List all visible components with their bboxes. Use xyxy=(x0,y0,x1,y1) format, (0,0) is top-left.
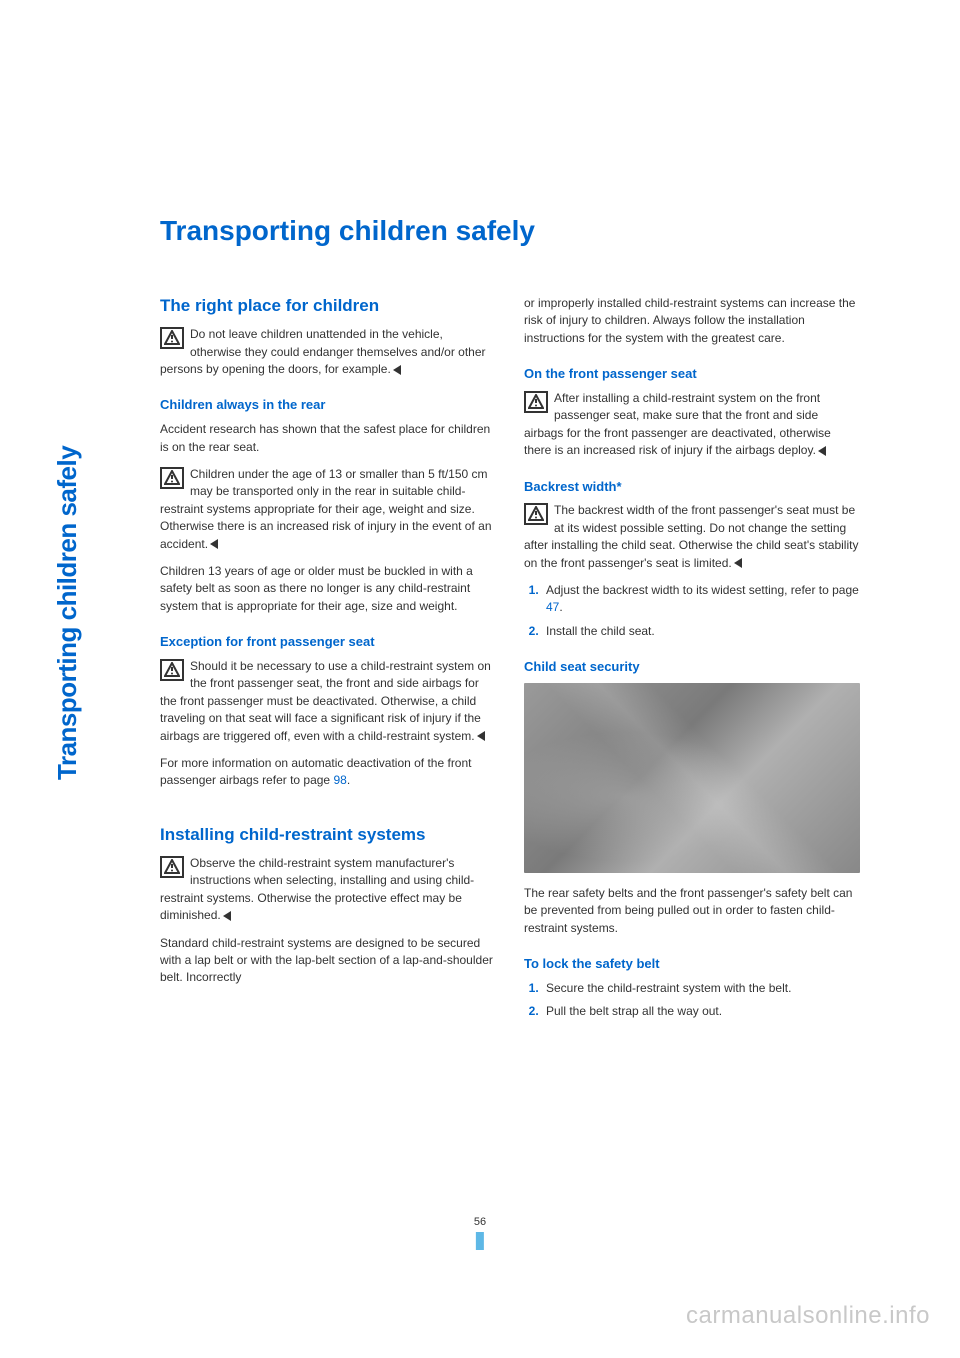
list-item: Pull the belt strap all the way out. xyxy=(542,1003,860,1020)
warning-block: After installing a child-restraint syste… xyxy=(524,390,860,460)
text-part: . xyxy=(347,773,350,787)
content-columns: The right place for children Do not leav… xyxy=(160,295,860,1031)
page-title: Transporting children safely xyxy=(160,215,860,247)
heading-lock-belt: To lock the safety belt xyxy=(524,955,860,974)
warning-icon xyxy=(160,467,184,489)
warning-text: After installing a child-restraint syste… xyxy=(524,391,831,457)
heading-children-rear: Children always in the rear xyxy=(160,396,496,415)
list-item: Adjust the backrest width to its widest … xyxy=(542,582,860,617)
body-text: Accident research has shown that the saf… xyxy=(160,421,496,456)
warning-block: Observe the child-restraint system manuf… xyxy=(160,855,496,925)
ordered-list: Adjust the backrest width to its widest … xyxy=(524,582,860,640)
body-text: or improperly installed child-restraint … xyxy=(524,295,860,347)
body-text: Children 13 years of age or older must b… xyxy=(160,563,496,615)
warning-block: Should it be necessary to use a child-re… xyxy=(160,658,496,745)
ordered-list: Secure the child-restraint system with t… xyxy=(524,980,860,1021)
text-part: For more information on automatic deacti… xyxy=(160,756,472,787)
side-title: Transporting children safely xyxy=(52,446,83,780)
heading-installing-systems: Installing child-restraint systems xyxy=(160,824,496,845)
page-marker-icon xyxy=(476,1232,484,1250)
warning-icon xyxy=(524,503,548,525)
heading-child-seat-security: Child seat security xyxy=(524,658,860,677)
end-marker-icon xyxy=(734,558,742,568)
end-marker-icon xyxy=(210,539,218,549)
page-number: 56 xyxy=(474,1216,486,1228)
warning-text: Observe the child-restraint system manuf… xyxy=(160,856,474,922)
heading-front-passenger: On the front passenger seat xyxy=(524,365,860,384)
warning-block: The backrest width of the front passenge… xyxy=(524,502,860,572)
warning-text: Should it be necessary to use a child-re… xyxy=(160,659,491,743)
end-marker-icon xyxy=(393,365,401,375)
warning-icon xyxy=(160,659,184,681)
warning-icon xyxy=(160,856,184,878)
body-text: Standard child-restraint systems are des… xyxy=(160,935,496,987)
body-text: For more information on automatic deacti… xyxy=(160,755,496,790)
text-part: Adjust the backrest width to its widest … xyxy=(546,583,859,597)
page-number-wrap: 56 xyxy=(474,1216,486,1250)
figure-seat-belt xyxy=(524,683,860,873)
left-column: The right place for children Do not leav… xyxy=(160,295,496,1031)
warning-text: Children under the age of 13 or smaller … xyxy=(160,467,492,551)
page: Transporting children safely Transportin… xyxy=(0,0,960,1358)
warning-text: The backrest width of the front passenge… xyxy=(524,503,858,569)
body-text: The rear safety belts and the front pass… xyxy=(524,885,860,937)
heading-exception-front: Exception for front passenger seat xyxy=(160,633,496,652)
heading-right-place: The right place for children xyxy=(160,295,496,316)
heading-backrest-width: Backrest width* xyxy=(524,478,860,497)
warning-icon xyxy=(524,391,548,413)
list-item: Install the child seat. xyxy=(542,623,860,640)
warning-text: Do not leave children unattended in the … xyxy=(160,327,486,376)
right-column: or improperly installed child-restraint … xyxy=(524,295,860,1031)
list-item: Secure the child-restraint system with t… xyxy=(542,980,860,997)
text-part: . xyxy=(559,600,562,614)
end-marker-icon xyxy=(477,731,485,741)
watermark: carmanualsonline.info xyxy=(686,1302,930,1330)
warning-block: Do not leave children unattended in the … xyxy=(160,326,496,378)
end-marker-icon xyxy=(818,446,826,456)
warning-icon xyxy=(160,327,184,349)
page-ref-link[interactable]: 98 xyxy=(333,773,346,787)
warning-block: Children under the age of 13 or smaller … xyxy=(160,466,496,553)
end-marker-icon xyxy=(223,911,231,921)
page-ref-link[interactable]: 47 xyxy=(546,600,559,614)
